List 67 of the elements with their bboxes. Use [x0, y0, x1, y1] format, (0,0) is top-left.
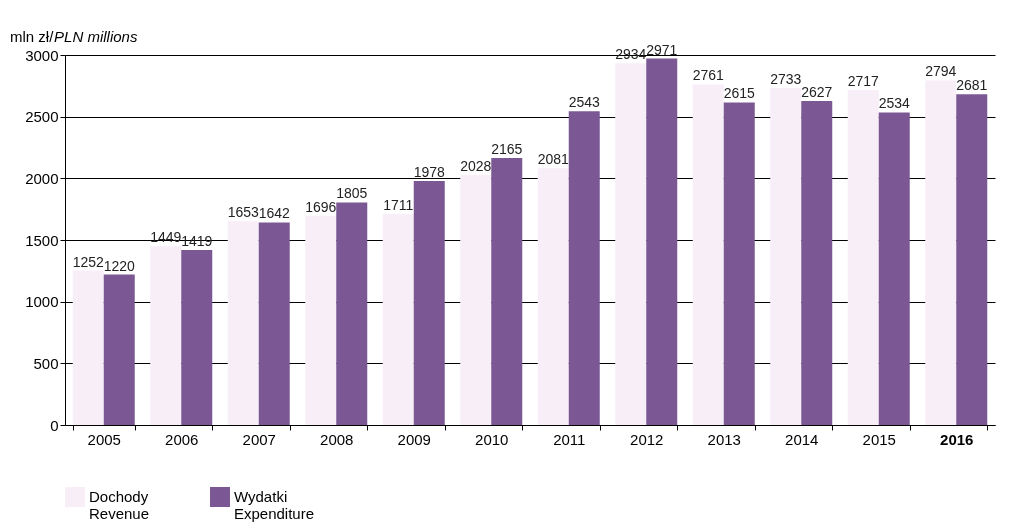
data-label: 1805	[336, 185, 368, 202]
data-label: 1220	[103, 257, 136, 274]
x-tick-label: 2009	[397, 430, 431, 448]
x-tick-label: 2011	[553, 430, 586, 448]
y-tick-label: 2000	[25, 169, 59, 187]
legend-label: Wydatki Expenditure	[234, 488, 315, 522]
data-label: 1653	[227, 204, 260, 221]
x-tick-label: 2013	[707, 430, 741, 448]
bar	[568, 111, 600, 425]
bar	[847, 89, 879, 425]
bar	[956, 94, 988, 425]
data-label: 2761	[692, 67, 725, 84]
y-tick-label: 500	[33, 354, 59, 372]
x-tick-label: 2005	[87, 430, 121, 448]
data-label: 1696	[305, 198, 337, 215]
x-tick-label: 2015	[862, 430, 896, 448]
data-label: 2543	[568, 94, 601, 111]
bar	[537, 168, 569, 425]
data-label: 2534	[878, 95, 911, 112]
data-label: 2627	[801, 84, 833, 100]
bar	[723, 102, 755, 425]
y-tick-label: 0	[50, 416, 59, 434]
x-tick-label: 2016	[940, 430, 974, 448]
bar	[925, 80, 957, 425]
bar	[646, 58, 678, 425]
bar	[305, 215, 337, 425]
data-label: 2081	[537, 151, 570, 168]
data-label: 2615	[723, 85, 756, 102]
x-tick-label: 2012	[630, 430, 664, 448]
x-tick-label: 2007	[242, 430, 276, 448]
data-label: 2733	[770, 70, 802, 87]
bar	[72, 270, 104, 425]
data-label: 2717	[847, 72, 880, 89]
x-tick-label: 2010	[475, 430, 509, 448]
legend-label: Dochody Revenue	[89, 488, 150, 522]
x-tick-label: 2006	[165, 430, 199, 448]
bar	[413, 181, 445, 425]
bar	[692, 84, 724, 425]
bar	[801, 101, 833, 425]
data-label: 2028	[460, 157, 492, 174]
x-tick-label: 2008	[320, 430, 354, 448]
y-tick-label: 2500	[25, 108, 59, 126]
bar	[382, 213, 414, 425]
bar	[615, 63, 647, 425]
data-label: 2165	[491, 140, 523, 157]
bar	[103, 274, 135, 425]
y-tick-label: 1000	[25, 293, 59, 311]
bar	[770, 87, 802, 425]
data-label: 2971	[646, 41, 678, 58]
bar	[150, 246, 182, 425]
y-tick-label: 1500	[25, 231, 59, 249]
bar	[491, 157, 523, 425]
data-label: 1978	[413, 164, 446, 181]
bar	[336, 202, 368, 425]
y-tick-label: 3000	[25, 46, 59, 64]
bar	[878, 112, 910, 425]
bar	[181, 249, 213, 425]
data-label: 1711	[383, 196, 414, 213]
bar	[258, 222, 290, 425]
data-label: 1252	[72, 253, 105, 270]
x-tick-label: 2014	[785, 430, 819, 448]
data-label: 2681	[956, 77, 988, 94]
data-label: 1642	[258, 205, 291, 222]
data-label: 2794	[925, 63, 957, 80]
bar	[460, 174, 492, 425]
y-axis-title: mln zł/PLN millions	[10, 28, 138, 45]
bar	[227, 221, 259, 425]
